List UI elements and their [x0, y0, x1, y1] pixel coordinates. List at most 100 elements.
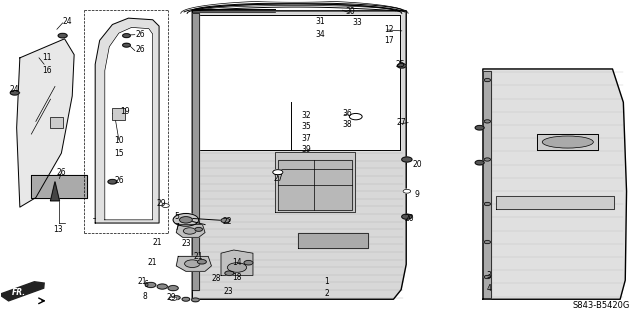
Polygon shape: [483, 70, 491, 298]
Text: 37: 37: [301, 134, 311, 143]
Circle shape: [179, 217, 192, 223]
Circle shape: [484, 120, 490, 123]
Text: FR.: FR.: [12, 288, 26, 297]
Circle shape: [484, 78, 490, 82]
Circle shape: [397, 63, 406, 68]
Polygon shape: [31, 175, 87, 197]
Circle shape: [221, 218, 230, 223]
Text: 29: 29: [166, 293, 176, 302]
Polygon shape: [105, 27, 153, 220]
Polygon shape: [192, 11, 406, 299]
Circle shape: [183, 228, 196, 234]
Text: 19: 19: [120, 108, 130, 116]
Text: 18: 18: [232, 272, 242, 281]
Circle shape: [484, 158, 490, 161]
Text: 24: 24: [10, 85, 20, 94]
Text: 36: 36: [342, 109, 353, 118]
Text: 27: 27: [274, 174, 284, 183]
Circle shape: [123, 34, 131, 38]
Text: 13: 13: [53, 225, 63, 234]
Circle shape: [349, 114, 362, 120]
Text: 17: 17: [384, 36, 394, 45]
Circle shape: [402, 214, 412, 219]
Text: 21: 21: [138, 277, 147, 286]
Circle shape: [197, 260, 206, 264]
Circle shape: [182, 297, 189, 301]
Text: 30: 30: [346, 7, 356, 16]
Circle shape: [157, 284, 168, 289]
Circle shape: [273, 170, 283, 175]
Circle shape: [170, 297, 177, 300]
Text: 29: 29: [157, 199, 166, 208]
Text: 21: 21: [147, 258, 157, 267]
Text: 6: 6: [144, 280, 148, 289]
Circle shape: [227, 263, 246, 272]
Text: 8: 8: [142, 292, 147, 300]
Text: 28: 28: [211, 274, 221, 283]
Ellipse shape: [542, 136, 593, 148]
Text: 39: 39: [301, 145, 311, 154]
Text: 20: 20: [412, 160, 422, 169]
Text: 33: 33: [352, 19, 362, 27]
Text: 4: 4: [487, 284, 492, 293]
Text: 9: 9: [415, 190, 419, 199]
Text: 12: 12: [384, 25, 394, 34]
Text: 16: 16: [42, 66, 51, 75]
Circle shape: [168, 286, 178, 291]
Polygon shape: [95, 18, 159, 223]
Circle shape: [484, 202, 490, 205]
Text: 21: 21: [152, 238, 162, 247]
Polygon shape: [51, 182, 60, 201]
Text: 15: 15: [114, 149, 124, 158]
Circle shape: [244, 261, 253, 265]
Text: 26: 26: [135, 45, 145, 55]
Text: 5: 5: [175, 212, 179, 221]
Bar: [50, 117, 63, 128]
Circle shape: [146, 282, 156, 287]
Circle shape: [484, 241, 490, 244]
Text: 35: 35: [301, 122, 311, 131]
Polygon shape: [275, 152, 355, 212]
Circle shape: [173, 296, 180, 300]
Text: 31: 31: [315, 17, 325, 26]
Circle shape: [484, 275, 490, 278]
Text: 23: 23: [224, 287, 234, 296]
Circle shape: [58, 33, 67, 38]
Polygon shape: [198, 15, 400, 150]
Text: 27: 27: [396, 118, 406, 128]
Text: 20: 20: [404, 214, 414, 223]
Text: 22: 22: [223, 217, 232, 226]
Circle shape: [162, 204, 170, 207]
Circle shape: [403, 189, 411, 193]
Bar: [113, 108, 125, 120]
Text: 26: 26: [114, 176, 124, 185]
Polygon shape: [176, 225, 205, 237]
Circle shape: [225, 271, 234, 275]
Polygon shape: [483, 69, 627, 299]
Text: 7: 7: [175, 223, 179, 232]
Text: 23: 23: [181, 239, 191, 248]
Polygon shape: [192, 13, 198, 290]
Polygon shape: [176, 256, 211, 271]
Polygon shape: [278, 160, 352, 210]
FancyArrow shape: [0, 282, 44, 301]
Circle shape: [10, 91, 19, 95]
Polygon shape: [221, 250, 253, 275]
Circle shape: [108, 180, 117, 184]
Text: 1: 1: [324, 277, 329, 286]
Text: 25: 25: [395, 60, 404, 69]
Polygon shape: [495, 196, 614, 209]
Text: 3: 3: [487, 271, 492, 280]
Text: 21: 21: [194, 252, 204, 261]
Circle shape: [123, 43, 131, 47]
Text: 34: 34: [315, 30, 325, 39]
Circle shape: [475, 125, 484, 130]
Circle shape: [173, 213, 198, 226]
Text: 14: 14: [232, 258, 242, 267]
Text: 26: 26: [135, 30, 145, 39]
Circle shape: [402, 157, 412, 162]
Circle shape: [184, 260, 200, 268]
Text: 26: 26: [56, 168, 66, 177]
Polygon shape: [298, 233, 368, 249]
Circle shape: [475, 160, 484, 165]
